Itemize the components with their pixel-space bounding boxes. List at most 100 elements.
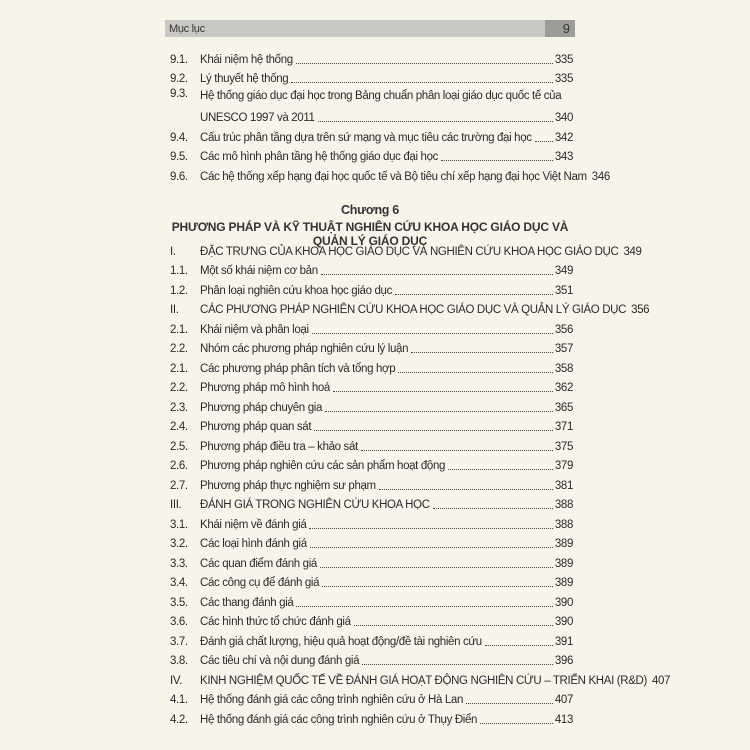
entry-title: Cấu trúc phân tầng dựa trên sứ mạng và m… (200, 131, 532, 144)
toc-entry: 2.2. Nhóm các phương pháp nghiên cứu lý l… (170, 338, 573, 358)
entry-number: 9.3. (170, 88, 188, 100)
entry-page: 390 (554, 616, 573, 628)
dot-leader (311, 332, 553, 334)
dot-leader (353, 625, 553, 626)
entry-number: 9.1. (170, 53, 188, 66)
toc-entry: II. CÁC PHƯƠNG PHÁP NGHIÊN CỨU KHOA HỌC G… (170, 299, 650, 319)
entry-number: 3.1. (170, 518, 188, 531)
entry-title: Khái niệm và phân loại (200, 323, 309, 336)
entry-line2: UNESCO 1997 và 2011 340 (200, 107, 573, 127)
toc-entry: 9.3. Hệ thống giáo dục đại học trong Bảng… (170, 87, 573, 126)
entry-page: 335 (554, 73, 573, 85)
entry-number: 3.5. (170, 596, 188, 609)
dot-leader (441, 160, 553, 161)
toc-entry: 3.4. Các công cụ để đánh giá 389 (170, 572, 573, 592)
toc-entry: 9.4. Cấu trúc phân tầng dựa trên sứ mạng … (170, 126, 573, 146)
toc-entry: 9.5. Các mô hình phân tầng hệ thống giáo … (170, 146, 573, 166)
entry-title: Phương pháp điều tra – khảo sát (200, 440, 358, 453)
dot-leader (411, 352, 553, 353)
entry-title: Phương pháp chuyên gia (200, 401, 322, 414)
entry-page: 379 (554, 460, 573, 472)
entry-page: 362 (554, 382, 573, 394)
entry-page: 391 (554, 635, 573, 648)
header-title: Mục lục (169, 22, 205, 35)
entry-page: 388 (554, 518, 573, 531)
entry-title: Các hệ thống xếp hạng đại học quốc tế và… (200, 170, 587, 183)
dot-leader (309, 527, 553, 529)
entry-title: Hệ thống giáo dục đại học trong Bảng chu… (200, 90, 562, 102)
toc-entry: 1.2. Phân loại nghiên cứu khoa học giáo d… (170, 279, 573, 299)
dot-leader (534, 140, 553, 142)
entry-number: 2.5. (170, 440, 188, 453)
entry-page: 358 (554, 362, 573, 375)
entry-title: Nhóm các phương pháp nghiên cứu lý luận (200, 343, 409, 355)
toc-entry: 3.5. Các thang đánh giá 390 (170, 591, 573, 611)
entry-page: 365 (554, 401, 573, 414)
entry-number: 3.6. (170, 616, 188, 628)
entry-number: 3.7. (170, 635, 188, 648)
entry-number: 2.6. (170, 460, 188, 472)
entry-number: 2.3. (170, 401, 188, 414)
entry-page: 351 (554, 284, 573, 297)
entry-number: 1.1. (170, 265, 188, 277)
toc-entry: 3.8. Các tiêu chí và nội dung đánh giá 396 (170, 650, 573, 670)
dot-leader (325, 410, 553, 412)
toc-entry: 2.4. Phương pháp quan sát 371 (170, 416, 573, 436)
entry-title: Phân loại nghiên cứu khoa học giáo dục (200, 284, 392, 297)
entry-number: 4.1. (170, 694, 188, 706)
entry-text-block: Hệ thống giáo dục đại học trong Bảng chu… (200, 87, 573, 126)
entry-page: 390 (554, 596, 573, 609)
entry-page: 407 (651, 674, 671, 687)
toc-entry: 2.3. Phương pháp chuyên gia 365 (170, 396, 573, 416)
entry-number: IV. (170, 674, 182, 687)
entry-number: 2.4. (170, 421, 188, 433)
dot-leader (398, 371, 553, 373)
entry-title: Các tiêu chí và nội dung đánh giá (200, 655, 360, 667)
entry-number: III. (170, 499, 182, 511)
entry-page: 356 (554, 323, 573, 336)
chapter-label: Chương 6 (341, 203, 399, 217)
entry-number: 9.2. (170, 73, 188, 85)
dot-leader (378, 488, 553, 490)
entry-title: CÁC PHƯƠNG PHÁP NGHIÊN CỨU KHOA HỌC GIÁO… (200, 304, 627, 316)
entry-title: Khái niệm về đánh giá (200, 518, 307, 531)
entry-title: Các quan điểm đánh giá (200, 557, 317, 570)
dot-leader (314, 430, 553, 431)
entry-number: II. (170, 304, 179, 316)
dot-leader (319, 566, 553, 568)
entry-page: 335 (554, 53, 573, 66)
dot-leader (317, 121, 553, 122)
dot-leader (295, 62, 553, 64)
entry-number: 2.2. (170, 343, 188, 355)
dot-leader (320, 274, 553, 275)
entry-page: 340 (554, 112, 573, 124)
entry-page: 381 (554, 479, 573, 492)
entry-page: 389 (554, 538, 573, 550)
entry-number: 3.8. (170, 655, 188, 667)
entry-page: 342 (554, 131, 573, 144)
dot-leader (466, 703, 553, 704)
entry-page: 389 (554, 577, 573, 589)
dot-leader (484, 644, 553, 646)
entry-page: 407 (554, 694, 573, 706)
entry-page: 413 (554, 713, 573, 726)
toc-entry: 9.6. Các hệ thống xếp hạng đại học quốc t… (170, 165, 610, 185)
toc-entry: 4.1. Hệ thống đánh giá các công trình ngh… (170, 689, 573, 709)
chapter-title: PHƯƠNG PHÁP VÀ KỸ THUẬT NGHIÊN CỨU KHOA … (171, 220, 569, 248)
entry-title: Một số khái niệm cơ bản (200, 265, 318, 277)
entry-title: Khái niệm hệ thống (200, 53, 293, 66)
dot-leader (296, 605, 553, 607)
entry-number: 9.6. (170, 170, 188, 183)
entry-title: Đánh giá chất lượng, hiệu quả hoạt động/… (200, 635, 482, 648)
toc-entry: 2.2. Phương pháp mô hình hoá 362 (170, 377, 573, 397)
entry-number: 3.4. (170, 577, 188, 589)
entry-title: Phương pháp thực nghiệm sư phạm (200, 479, 376, 492)
entry-number: 2.1. (170, 323, 188, 336)
toc-entry: 3.3. Các quan điểm đánh giá 389 (170, 552, 573, 572)
dot-leader (480, 722, 553, 724)
entry-title: Phương pháp mô hình hoá (200, 382, 330, 394)
toc-entry: 2.1. Các phương pháp phân tích và tổng hợ… (170, 357, 573, 377)
toc-entry: 2.5. Phương pháp điều tra – khảo sát 375 (170, 435, 573, 455)
entry-title: Các hình thức tổ chức đánh giá (200, 616, 351, 628)
entry-page: 396 (554, 655, 573, 667)
